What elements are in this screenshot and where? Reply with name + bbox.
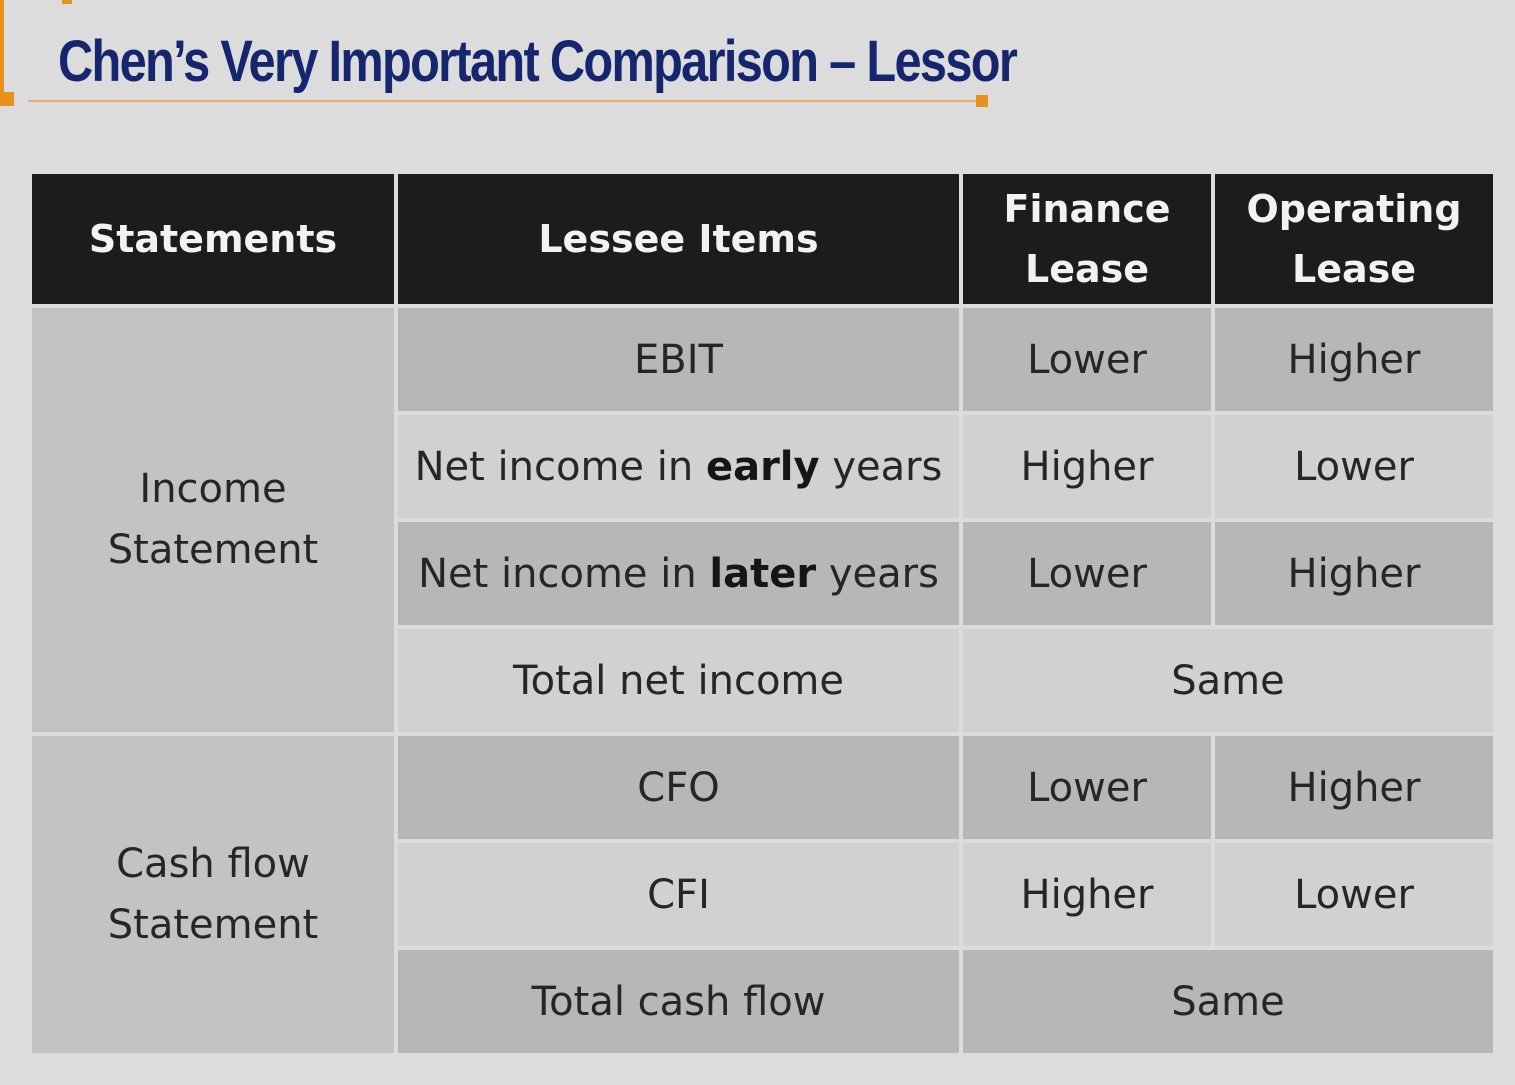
title-accent-dot: [62, 0, 72, 4]
header-operating-lease-line1: Operating: [1246, 187, 1462, 231]
header-finance-lease: Finance Lease: [963, 174, 1211, 304]
header-finance-lease-line1: Finance: [1003, 187, 1171, 231]
finance-lease-cell: Lower: [963, 308, 1211, 411]
group-cash-flow-statement-line2: Statement: [107, 901, 319, 948]
item-prefix: Net income in: [414, 443, 694, 490]
group-cash-flow-statement-line1: Cash flow: [116, 840, 310, 887]
item-cell: Total net income: [398, 629, 959, 732]
header-lessee-items: Lessee Items: [398, 174, 959, 304]
item-emphasis: early: [705, 443, 820, 490]
item-suffix: years: [828, 550, 939, 597]
table-row-cfo: Cash flow Statement CFO Lower Higher: [32, 736, 1493, 1053]
both-leases-cell: Same: [963, 629, 1493, 732]
table-row-total-net-income: Total net income Same: [32, 629, 1493, 732]
item-prefix: Net income in: [418, 550, 697, 597]
finance-lease-cell: Higher: [963, 415, 1211, 518]
slide-title: Chen’s Very Important Comparison – Lesso…: [58, 29, 1018, 94]
group-income-statement: Income Statement: [32, 308, 394, 732]
header-row: Statements Lessee Items Finance Lease Ope…: [32, 174, 1493, 304]
finance-lease-cell: Lower: [963, 736, 1211, 839]
table-row-cfi: CFI Higher Lower: [32, 843, 1493, 946]
item-cell: EBIT: [398, 308, 959, 411]
table-row-net-income-later: Net income in later years Lower Higher: [32, 522, 1493, 625]
header-finance-lease-line2: Lease: [1024, 247, 1150, 291]
item-cell: CFI: [398, 843, 959, 946]
finance-lease-cell: Higher: [963, 843, 1211, 946]
title-accent-bar: [0, 0, 4, 106]
operating-lease-cell: Higher: [1215, 736, 1493, 839]
item-cell: CFO: [398, 736, 959, 839]
group-income-statement-line2: Statement: [107, 527, 319, 573]
operating-lease-cell: Lower: [1215, 415, 1493, 518]
table-row-total-cash-flow: Total cash flow Same: [32, 950, 1493, 1053]
finance-lease-cell: Lower: [963, 522, 1211, 625]
title-underline: [28, 100, 978, 102]
table-row-net-income-early: Net income in early years Higher Lower: [32, 415, 1493, 518]
item-cell: Net income in later years: [398, 522, 959, 625]
header-operating-lease-line2: Lease: [1291, 247, 1417, 291]
item-cell: Net income in early years: [398, 415, 959, 518]
item-emphasis: later: [709, 550, 817, 597]
item-cell: Total cash flow: [398, 950, 959, 1053]
comparison-table: Statements Lessee Items Finance Lease Ope…: [28, 170, 1497, 1057]
table-row-ebit: Income Statement EBIT Lower Higher: [32, 308, 1493, 732]
both-leases-cell: Same: [963, 950, 1493, 1053]
title-underline-marker: [976, 95, 988, 107]
header-statements: Statements: [32, 174, 394, 304]
item-suffix: years: [832, 443, 943, 490]
title-accent-square: [0, 92, 14, 106]
operating-lease-cell: Higher: [1215, 522, 1493, 625]
header-operating-lease: Operating Lease: [1215, 174, 1493, 304]
group-cash-flow-statement: Cash flow Statement: [32, 736, 394, 1053]
group-income-statement-line1: Income: [139, 466, 287, 512]
operating-lease-cell: Higher: [1215, 308, 1493, 411]
operating-lease-cell: Lower: [1215, 843, 1493, 946]
